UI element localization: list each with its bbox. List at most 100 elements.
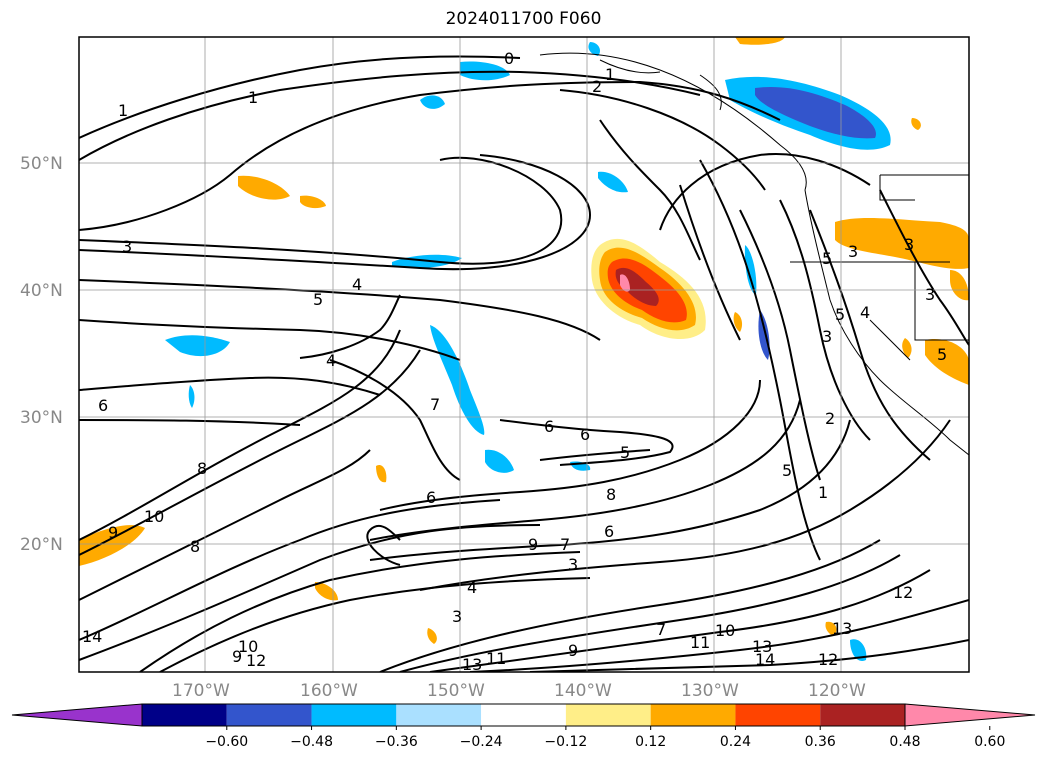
negative-anomaly-region (485, 449, 514, 473)
negative-anomaly-region (744, 245, 757, 295)
map-plot-area: 0 1 2 1 3 4 5 4 6 7 6 6 5 6 8 8 6 9 10 8… (79, 37, 969, 674)
colorbar-extend-low (11, 703, 143, 727)
lat-labels: 50°N 40°N 30°N 20°N (20, 154, 63, 555)
contour-label: 5 (835, 305, 845, 324)
colorbar-tick-label: −0.24 (460, 734, 503, 750)
colorbar-tick-label: 0.60 (974, 734, 1005, 750)
contour-label: 2 (592, 77, 602, 96)
contour-label: 0 (504, 49, 514, 68)
lon-labels: 170°W 160°W 150°W 140°W 130°W 120°W (172, 681, 866, 701)
positive-anomaly-region (300, 195, 326, 209)
contour-label: 1 (605, 65, 615, 84)
contour-label: 4 (860, 303, 870, 322)
colorbar-segment (735, 704, 821, 726)
contour-label: 9 (568, 641, 578, 660)
colorbar-tick-label: −0.48 (290, 734, 333, 750)
negative-anomaly-region (420, 95, 445, 109)
contour-label: 3 (904, 235, 914, 254)
contour-label: 3 (122, 237, 132, 256)
contour-label: 2 (825, 409, 835, 428)
contour-label: 4 (467, 578, 477, 597)
coastlines (539, 52, 969, 456)
contour-lines (79, 55, 969, 672)
colorbar-segment (820, 704, 905, 726)
colorbar-tick-label: 0.24 (720, 734, 751, 750)
contour-label: 9 (232, 647, 242, 666)
positive-anomaly-region (925, 339, 969, 385)
contour-label: 9 (528, 535, 538, 554)
contour-label: 6 (580, 425, 590, 444)
colorbar-frame (141, 703, 906, 727)
contour-label: 6 (98, 396, 108, 415)
colorbar-segment (565, 704, 651, 726)
contour-label: 8 (190, 537, 200, 556)
negative-anomaly-region (598, 171, 628, 193)
colorbar: −0.60 −0.48 −0.36 −0.24 −0.12 0.12 0.24 0.36 0.4… (11, 703, 1036, 750)
contour-label: 1 (248, 88, 258, 107)
contour-label: 4 (326, 351, 336, 370)
lat-label: 50°N (20, 154, 63, 174)
lon-label: 170°W (172, 681, 230, 701)
contour-label: 5 (937, 345, 947, 364)
colorbar-tick-label: −0.60 (205, 734, 248, 750)
positive-anomaly-region (950, 270, 969, 301)
negative-anomaly-region (588, 42, 601, 56)
negative-anomaly-region (430, 325, 485, 435)
contour-label: 7 (560, 535, 570, 554)
map-frame (78, 36, 970, 673)
contour-label: 13 (752, 637, 772, 656)
contour-label: 5 (620, 443, 630, 462)
colorbar-segment (226, 704, 312, 726)
contour-label: 7 (656, 620, 666, 639)
lon-label: 130°W (681, 681, 739, 701)
positive-anomaly-region (735, 37, 785, 45)
contour-label: 3 (452, 607, 462, 626)
positive-anomaly-region (835, 217, 969, 269)
colorbar-segment (142, 704, 227, 726)
lon-label: 150°W (427, 681, 485, 701)
lon-label: 140°W (554, 681, 612, 701)
negative-anomaly-region (850, 639, 867, 661)
contour-label: 5 (313, 290, 323, 309)
colorbar-segment (481, 704, 566, 726)
lon-label: 160°W (300, 681, 358, 701)
positive-anomaly-region (825, 621, 837, 636)
contour-label: 7 (430, 395, 440, 414)
contour-label: 9 (108, 523, 118, 542)
contour-label: 8 (606, 485, 616, 504)
positive-anomaly-region (79, 525, 145, 566)
contour-label: 6 (604, 522, 614, 541)
shaded-field (79, 37, 969, 661)
positive-anomaly-region (733, 312, 743, 332)
contour-label: 8 (197, 459, 207, 478)
contour-label: 1 (118, 101, 128, 120)
contour-label: 10 (238, 637, 258, 656)
lat-label: 20°N (20, 535, 63, 555)
colorbar-extend-high (904, 703, 1036, 727)
positive-anomaly-region (911, 118, 921, 130)
contour-label-group: 0 1 2 1 3 4 5 4 6 7 6 6 5 6 8 8 6 9 10 8… (82, 49, 947, 674)
positive-anomaly-region (620, 274, 630, 292)
positive-anomaly-region (376, 464, 387, 483)
contour-label: 6 (544, 417, 554, 436)
contour-label: 1 (818, 483, 828, 502)
positive-anomaly-region (315, 582, 338, 601)
colorbar-segment (396, 704, 482, 726)
lat-label: 30°N (20, 408, 63, 428)
contour-label: 12 (818, 650, 838, 669)
contour-label: 11 (690, 633, 710, 652)
colorbar-tick-label: −0.36 (375, 734, 418, 750)
contour-label: 10 (715, 621, 735, 640)
negative-anomaly-region (165, 335, 230, 357)
contour-label: 3 (568, 555, 578, 574)
positive-anomaly-region (427, 628, 437, 644)
contour-label: 14 (755, 650, 775, 669)
negative-anomaly-region (188, 385, 195, 408)
contour-label: 10 (144, 507, 164, 526)
negative-anomaly-region (758, 310, 770, 360)
colorbar-tick-label: 0.36 (805, 734, 836, 750)
contour-label: 13 (462, 655, 482, 674)
colorbar-segment (650, 704, 736, 726)
contour-label: 5 (782, 461, 792, 480)
map-title: 2024011700 F060 (445, 9, 602, 29)
